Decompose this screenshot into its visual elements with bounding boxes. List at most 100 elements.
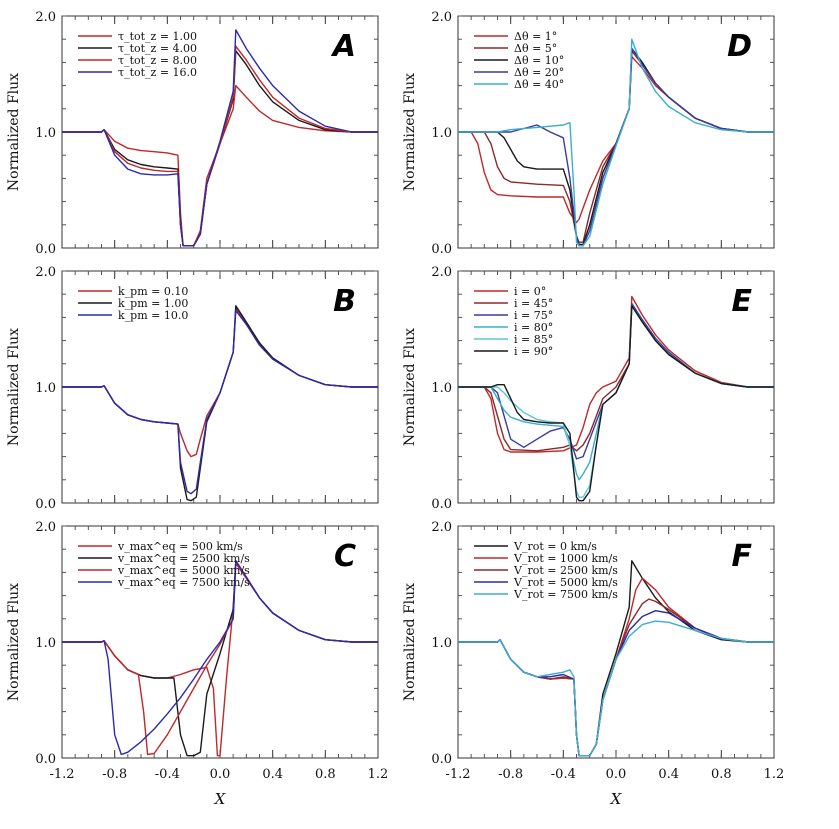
- x-axis-label: X: [610, 790, 623, 808]
- legend-label: τ_tot_z = 16.0: [118, 66, 197, 79]
- legend-label: k_pm = 1.00: [118, 297, 188, 310]
- y-tick-label: 0.0: [35, 752, 56, 767]
- legend-label: V_rot = 5000 km/s: [513, 576, 618, 589]
- legend-label: i = 85°: [514, 333, 553, 346]
- y-tick-label: 2.0: [35, 10, 56, 25]
- legend-label: i = 75°: [514, 309, 553, 322]
- y-tick-label: 0.0: [431, 752, 452, 767]
- series-line-2: [62, 309, 378, 495]
- series-line-1: [62, 305, 378, 502]
- legend-label: V_rot = 0 km/s: [513, 540, 597, 553]
- panel-letter: D: [727, 29, 752, 64]
- panel-letter: F: [732, 539, 753, 574]
- y-axis-label: Normalized Flux: [6, 73, 22, 191]
- series-line-2: [62, 562, 378, 756]
- x-tick-label: 1.2: [764, 767, 785, 782]
- series-line-2: [62, 45, 378, 247]
- legend-label: V_rot = 2500 km/s: [513, 564, 618, 577]
- legend-label: k_pm = 0.10: [118, 285, 188, 298]
- y-tick-label: 2.0: [431, 265, 452, 280]
- legend-label: τ_tot_z = 8.00: [118, 54, 197, 67]
- series-line-0: [62, 84, 378, 247]
- y-axis-label: Normalized Flux: [402, 583, 418, 701]
- legend-label: τ_tot_z = 4.00: [118, 42, 197, 55]
- legend-label: Δθ = 1°: [514, 30, 557, 43]
- y-axis-label: Normalized Flux: [402, 73, 418, 191]
- y-axis-label: Normalized Flux: [6, 583, 22, 701]
- series-line-0: [62, 562, 378, 757]
- legend-label: V_rot = 1000 km/s: [513, 552, 618, 565]
- y-tick-label: 2.0: [35, 265, 56, 280]
- x-tick-label: -0.4: [155, 767, 180, 782]
- series-line-1: [62, 560, 378, 757]
- legend-label: v_max^eq = 5000 km/s: [117, 564, 250, 577]
- series-line-4: [458, 38, 774, 247]
- series-line-1: [62, 50, 378, 247]
- legend-label: Δθ = 5°: [514, 42, 557, 55]
- y-axis-label: Normalized Flux: [402, 328, 418, 446]
- y-tick-label: 0.0: [35, 242, 56, 257]
- x-tick-label: -1.2: [445, 767, 470, 782]
- legend-label: v_max^eq = 7500 km/s: [117, 576, 250, 589]
- legend-label: v_max^eq = 500 km/s: [117, 540, 243, 553]
- panel-c: 0.0 1.0 2.0 -1.2 -0.8 -0.4 0.0 0.4 0.8 1.2 Normali…: [6, 520, 388, 808]
- x-tick-label: 0.4: [658, 767, 679, 782]
- series-line-5: [458, 305, 774, 502]
- series-line-0: [458, 295, 774, 453]
- series-line-3: [458, 47, 774, 247]
- plot-frame: [61, 270, 379, 504]
- series-line-2: [458, 302, 774, 460]
- x-tick-label: 0.0: [606, 767, 627, 782]
- x-tick-label: 0.8: [711, 767, 732, 782]
- x-tick-label: 0.0: [210, 767, 231, 782]
- y-tick-label: 1.0: [35, 636, 56, 651]
- y-tick-label: 1.0: [35, 381, 56, 396]
- series-line-2: [458, 598, 774, 757]
- y-tick-label: 0.0: [431, 497, 452, 512]
- legend-label: V_rot = 7500 km/s: [513, 588, 618, 601]
- panel-f: 0.0 1.0 2.0 -1.2 -0.8 -0.4 0.0 0.4 0.8 1.2 Normali…: [402, 520, 784, 808]
- panel-letter: E: [732, 284, 753, 319]
- y-tick-label: 2.0: [431, 10, 452, 25]
- legend-label: Δθ = 20°: [514, 66, 564, 79]
- y-tick-label: 0.0: [431, 242, 452, 257]
- x-axis-label: X: [214, 790, 227, 808]
- panel-letter: B: [333, 284, 356, 319]
- legend-label: i = 0°: [514, 285, 546, 298]
- legend-label: i = 45°: [514, 297, 553, 310]
- legend-label: i = 90°: [514, 345, 553, 358]
- y-tick-label: 1.0: [431, 381, 452, 396]
- series-line-3: [458, 610, 774, 757]
- y-axis-label: Normalized Flux: [6, 328, 22, 446]
- y-tick-label: 0.0: [35, 497, 56, 512]
- panel-letter: A: [331, 29, 356, 64]
- y-tick-label: 2.0: [431, 520, 452, 535]
- plot-frame: [61, 15, 379, 249]
- y-tick-label: 1.0: [35, 126, 56, 141]
- panel-letter: C: [334, 539, 356, 574]
- legend-label: i = 80°: [514, 321, 553, 334]
- series-line-4: [458, 620, 774, 757]
- legend-label: Δθ = 40°: [514, 78, 564, 91]
- x-tick-label: -1.2: [49, 767, 74, 782]
- y-tick-label: 1.0: [431, 126, 452, 141]
- y-tick-label: 1.0: [431, 636, 452, 651]
- y-tick-label: 2.0: [35, 520, 56, 535]
- legend-label: v_max^eq = 2500 km/s: [117, 552, 250, 565]
- legend-label: k_pm = 10.0: [118, 309, 188, 322]
- x-tick-label: -0.4: [551, 767, 576, 782]
- series-line-1: [458, 577, 774, 757]
- x-tick-label: 0.8: [315, 767, 336, 782]
- series-line-3: [62, 29, 378, 247]
- x-tick-label: 0.4: [262, 767, 283, 782]
- x-tick-label: -0.8: [102, 767, 127, 782]
- series-line-0: [62, 307, 378, 458]
- legend-label: Δθ = 10°: [514, 54, 564, 67]
- series-line-3: [62, 560, 378, 756]
- x-tick-label: -0.8: [498, 767, 523, 782]
